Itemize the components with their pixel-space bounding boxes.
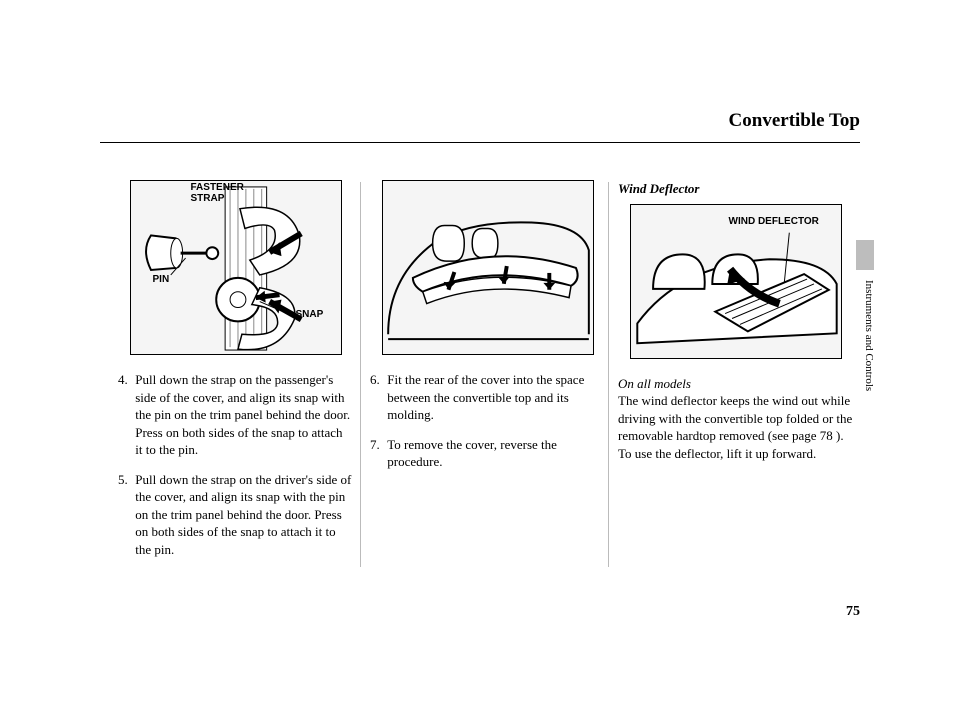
title-rule bbox=[100, 142, 860, 143]
cover-fit-illustration bbox=[383, 181, 593, 354]
step-6-text: Fit the rear of the cover into the space… bbox=[387, 371, 604, 424]
snap-pin-illustration bbox=[131, 181, 341, 354]
column-1: FASTENER STRAP PIN SNAP 4. Pull down the… bbox=[118, 180, 353, 570]
label-wind-deflector: WIND DEFLECTOR bbox=[729, 215, 819, 229]
column-3: Wind Deflector WIND DEFLECTOR bbox=[618, 180, 853, 462]
section-side-label: Instruments and Controls bbox=[863, 280, 875, 391]
figure-wind-deflector: WIND DEFLECTOR bbox=[630, 204, 842, 359]
step-4: 4. Pull down the strap on the passenger'… bbox=[118, 371, 353, 459]
page-number: 75 bbox=[846, 604, 860, 620]
column-2: 6. Fit the rear of the cover into the sp… bbox=[370, 180, 605, 483]
step-7-number: 7. bbox=[370, 436, 384, 454]
figure-cover-fit bbox=[382, 180, 594, 355]
step-5: 5. Pull down the strap on the driver's s… bbox=[118, 471, 353, 559]
column-divider-2 bbox=[608, 182, 609, 567]
label-pin: PIN bbox=[153, 273, 170, 287]
step-5-text: Pull down the strap on the driver's side… bbox=[135, 471, 352, 559]
wind-deflector-heading: Wind Deflector bbox=[618, 180, 853, 198]
step-6: 6. Fit the rear of the cover into the sp… bbox=[370, 371, 605, 424]
step-7-text: To remove the cover, reverse the procedu… bbox=[387, 436, 604, 471]
column-divider-1 bbox=[360, 182, 361, 567]
step-5-number: 5. bbox=[118, 471, 132, 489]
step-4-number: 4. bbox=[118, 371, 132, 389]
section-tab bbox=[856, 240, 874, 270]
step-4-text: Pull down the strap on the passenger's s… bbox=[135, 371, 352, 459]
label-strap: STRAP bbox=[191, 192, 225, 206]
label-snap: SNAP bbox=[296, 308, 324, 322]
manual-page: Convertible Top Instruments and Controls bbox=[100, 100, 860, 620]
on-all-models-note: On all models bbox=[618, 375, 853, 393]
figure-snap-pin: FASTENER STRAP PIN SNAP bbox=[130, 180, 342, 355]
step-7: 7. To remove the cover, reverse the proc… bbox=[370, 436, 605, 471]
wind-deflector-body: The wind deflector keeps the wind out wh… bbox=[618, 392, 853, 462]
step-6-number: 6. bbox=[370, 371, 384, 389]
page-title: Convertible Top bbox=[729, 110, 860, 132]
